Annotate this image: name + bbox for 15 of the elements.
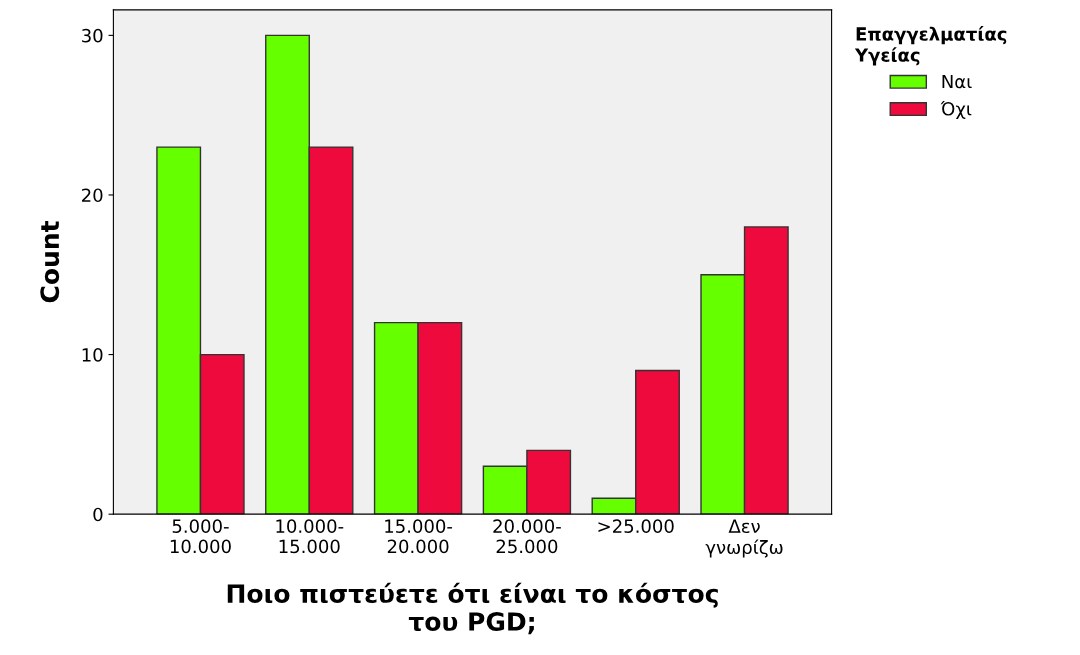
y-tick-label: 10 [82, 348, 103, 362]
x-tick-label: Δεν γνωρίζω [705, 519, 783, 558]
x-tick-label: 15.000- 20.000 [385, 519, 453, 554]
legend-title: Επαγγελματίας Υγείας [854, 26, 1007, 66]
x-tick-label: >25.000 [598, 519, 674, 534]
x-tick-label: 10.000- 15.000 [276, 519, 344, 554]
x-axis-title: Ποιο πιστεύετε ότι είναι το κόστος του PGD; [227, 582, 718, 635]
y-tick-label: 20 [82, 188, 103, 203]
legend-label: Ναι [942, 74, 972, 89]
y-axis-title: Count [40, 221, 60, 303]
y-tick-label: 0 [93, 507, 103, 522]
legend-label: Όχι [940, 100, 972, 120]
y-tick-label: 30 [82, 28, 103, 43]
x-tick-label: 20.000- 25.000 [493, 519, 561, 554]
x-tick-label: 5.000- 10.000 [170, 519, 231, 554]
